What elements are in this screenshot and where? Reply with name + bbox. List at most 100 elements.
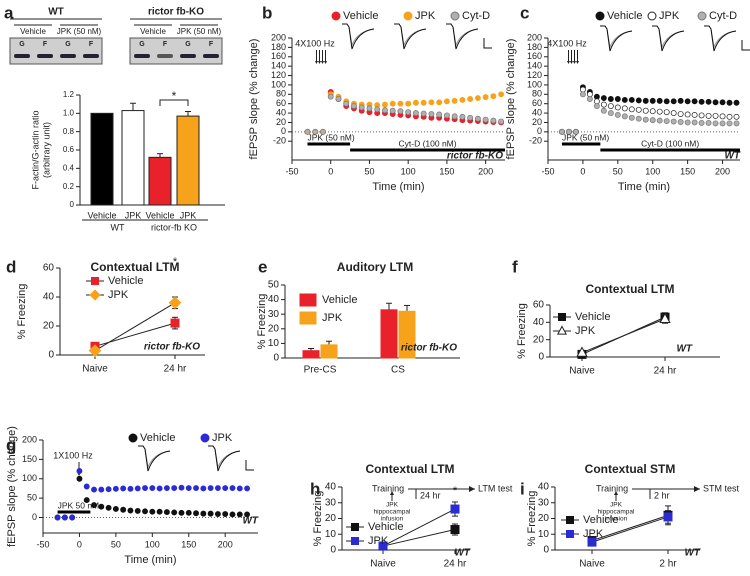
y-tick-label: 60	[276, 98, 286, 108]
y-axis-label: % Freezing	[16, 284, 28, 340]
bar	[176, 115, 200, 206]
x-tick-label: 24 hr	[654, 366, 677, 377]
lane-label: G	[139, 41, 145, 48]
data-point	[691, 112, 698, 118]
data-point	[214, 485, 221, 491]
data-point	[670, 98, 677, 105]
data-point	[677, 119, 684, 125]
data-point	[163, 485, 170, 491]
data-point	[405, 100, 412, 107]
y-tick-label: 180	[271, 42, 286, 52]
data-point	[142, 508, 148, 515]
marker	[556, 325, 568, 335]
y-tick-label: 1.2	[63, 90, 75, 99]
drug-label: Cyt-D (100 nM)	[398, 138, 456, 148]
data-point	[628, 96, 635, 103]
x-tick-label: 200	[478, 166, 493, 176]
data-point	[733, 120, 740, 127]
series-line	[382, 529, 456, 547]
data-point	[83, 497, 90, 504]
data-point	[656, 117, 663, 124]
legend-marker	[647, 11, 657, 21]
data-point	[222, 485, 229, 491]
x-tick-label: JPK	[180, 210, 197, 220]
y-tick-label: 200	[271, 32, 286, 42]
lane-label: G	[185, 41, 191, 48]
series-line	[591, 516, 669, 543]
bar	[380, 309, 398, 359]
scale-bar	[741, 40, 750, 51]
y-axis-label: fEPSP slope (% change)	[6, 426, 18, 547]
protocol-interval: 24 hr	[420, 490, 441, 500]
infusion-label: hippocampal	[598, 509, 635, 516]
data-point	[366, 105, 373, 112]
data-point	[691, 119, 698, 126]
trace-inset	[704, 25, 737, 49]
lane-label: G	[65, 41, 71, 48]
data-point	[207, 485, 214, 491]
data-point	[628, 114, 635, 121]
chart-title: Contextual LTM	[365, 462, 454, 476]
y-tick-label: 40	[268, 294, 280, 305]
protocol-start: Training	[596, 483, 628, 493]
bar	[121, 110, 145, 206]
data-point	[642, 107, 649, 114]
panel-letter: a	[4, 3, 14, 22]
x-tick-label: 100	[645, 166, 660, 176]
data-point	[200, 485, 207, 492]
y-tick-label: 140	[271, 61, 286, 71]
data-point	[244, 485, 251, 492]
data-point	[91, 486, 97, 493]
series-line	[581, 318, 666, 354]
x-tick-label: 0	[580, 166, 585, 176]
y-tick-label: 40	[43, 292, 55, 303]
stimulus-arrowhead	[567, 61, 570, 64]
panel-letter: i	[520, 479, 525, 498]
data-point	[719, 99, 726, 106]
panel-letter: b	[262, 3, 272, 22]
x-tick-label: 100	[401, 166, 416, 176]
x-tick-label: -50	[36, 539, 49, 549]
y-tick-label: 30	[325, 497, 337, 508]
lane-label: F	[89, 41, 94, 48]
genotype-label: WT	[684, 548, 700, 559]
chart-title: Contextual LTM	[585, 282, 674, 296]
legend-marker	[200, 433, 210, 443]
y-tick-label: 80	[532, 89, 542, 99]
data-point	[498, 91, 505, 98]
x-tick-label: 200	[218, 539, 233, 549]
data-point	[712, 99, 719, 106]
y-tick-label: 20	[538, 513, 550, 524]
data-point	[670, 110, 677, 117]
data-point	[105, 504, 112, 511]
data-point	[642, 97, 649, 104]
data-point	[83, 483, 90, 490]
y-tick-label: 40	[532, 107, 542, 117]
y-tick-label: 0.2	[63, 182, 75, 191]
data-point	[207, 510, 214, 517]
data-point	[171, 485, 178, 491]
data-point	[649, 97, 656, 104]
y-tick-label: 160	[527, 51, 542, 61]
significance-star: *	[172, 89, 177, 103]
data-point	[656, 97, 663, 104]
x-tick-label: 150	[680, 166, 695, 176]
data-point	[91, 502, 97, 509]
data-point	[628, 106, 635, 113]
data-point	[112, 506, 119, 512]
marker	[450, 525, 460, 535]
infusion-label: infusion	[605, 516, 628, 523]
y-axis-label: fEPSP slope (% change)	[505, 39, 517, 160]
data-point	[397, 100, 404, 107]
legend-label: JPK	[583, 528, 604, 540]
data-point	[76, 475, 83, 482]
protocol-start: Training	[372, 483, 404, 493]
y-tick-label: 0.4	[63, 163, 75, 172]
genotype-label: rictor fb-KO	[447, 151, 503, 162]
data-point	[719, 120, 726, 127]
x-tick-label: 50	[364, 166, 374, 176]
stimulus-label: 4X100 Hz	[295, 38, 335, 48]
data-point	[193, 485, 200, 491]
marker	[558, 313, 566, 321]
